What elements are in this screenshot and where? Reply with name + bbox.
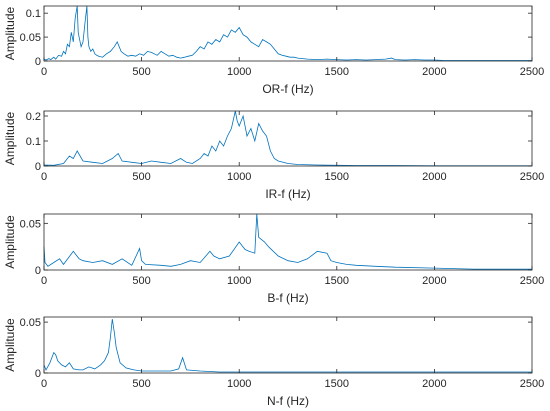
subplot-4-x-tick-label: 0 — [41, 378, 47, 390]
subplot-3-x-tick-label: 1500 — [325, 275, 349, 287]
subplot-1-x-tick-label: 0 — [41, 66, 47, 78]
subplot-1-x-tick-label: 2000 — [422, 66, 446, 78]
subplot-2-x-tick-label: 0 — [41, 171, 47, 183]
subplot-3-y-axis-label: Amplitude — [3, 215, 17, 269]
subplot-4-x-axis-label: N-f (Hz) — [267, 394, 309, 408]
subplot-4-series-line-1 — [43, 318, 532, 373]
subplot-1-x-tick-label: 2500 — [520, 66, 544, 78]
subplot-2: 0 500 1000 1500 2000 2500 0 0.1 0.2 IR-f (Hz) Ampl… — [3, 110, 544, 201]
subplot-3-x-tick-label: 0 — [41, 275, 47, 287]
subplot-3-x-tick-label: 1000 — [227, 275, 251, 287]
subplot-4-y-axis-label: Amplitude — [3, 318, 17, 372]
subplot-3-x-axis-label: B-f (Hz) — [267, 291, 308, 305]
subplot-1-axes-box — [43, 5, 533, 62]
subplot-4: 0 500 1000 1500 2000 2500 0 0.05 N-f (Hz) Amplitu… — [3, 316, 544, 408]
subplot-1-x-axis-label: OR-f (Hz) — [262, 82, 313, 96]
subplot-3-x-tick-label: 500 — [132, 275, 150, 287]
subplot-3-x-tick-label: 2500 — [520, 275, 544, 287]
subplot-3-y-tick-label: 0.05 — [20, 218, 41, 230]
subplot-2-x-tick-label: 2500 — [520, 171, 544, 183]
subplot-2-x-tick-label: 1000 — [227, 171, 251, 183]
subplot-4-y-tick-label: 0 — [35, 368, 41, 380]
subplot-2-x-axis-label: IR-f (Hz) — [265, 187, 310, 201]
subplot-2-axes-box — [43, 110, 533, 167]
subplot-4-x-tick-label: 2500 — [520, 378, 544, 390]
subplot-1-x-tick-label: 1500 — [325, 66, 349, 78]
subplot-1-y-tick-label: 0.1 — [26, 8, 41, 20]
subplot-4-y-tick-label: 0.05 — [20, 317, 41, 329]
subplot-3: 0 500 1000 1500 2000 2500 0 0.05 B-f (Hz) Amplitu… — [3, 213, 544, 305]
subplot-3-y-tick-label: 0 — [35, 265, 41, 277]
subplot-2-x-tick-label: 1500 — [325, 171, 349, 183]
subplot-2-y-tick-label: 0 — [35, 161, 41, 173]
subplot-1-series-line-1 — [43, 5, 532, 61]
subplot-3-series-line-1 — [43, 213, 532, 270]
subplot-1-y-tick-label: 0 — [35, 56, 41, 68]
subplot-1-x-tick-label: 500 — [132, 66, 150, 78]
subplot-1-y-tick-label: 0.05 — [20, 32, 41, 44]
subplot-4-x-tick-label: 2000 — [422, 378, 446, 390]
subplot-2-y-axis-label: Amplitude — [3, 112, 17, 166]
subplot-2-y-tick-label: 0.2 — [26, 111, 41, 123]
subplot-2-series-line-1 — [43, 110, 532, 167]
subplot-4-x-tick-label: 500 — [132, 378, 150, 390]
subplot-2-x-tick-label: 500 — [132, 171, 150, 183]
subplot-2-x-tick-label: 2000 — [422, 171, 446, 183]
subplot-1-y-axis-label: Amplitude — [3, 7, 17, 61]
subplot-4-x-tick-label: 1000 — [227, 378, 251, 390]
subplot-4-axes-box — [43, 316, 533, 374]
subplot-3-x-tick-label: 2000 — [422, 275, 446, 287]
subplot-1: 0 500 1000 1500 2000 2500 0 0.05 0.1 OR-f (Hz) Amp… — [3, 5, 544, 96]
subplot-1-x-tick-label: 1000 — [227, 66, 251, 78]
subplot-4-x-tick-label: 1500 — [325, 378, 349, 390]
subplot-3-axes-box — [43, 213, 533, 271]
subplot-2-y-tick-label: 0.1 — [26, 136, 41, 148]
